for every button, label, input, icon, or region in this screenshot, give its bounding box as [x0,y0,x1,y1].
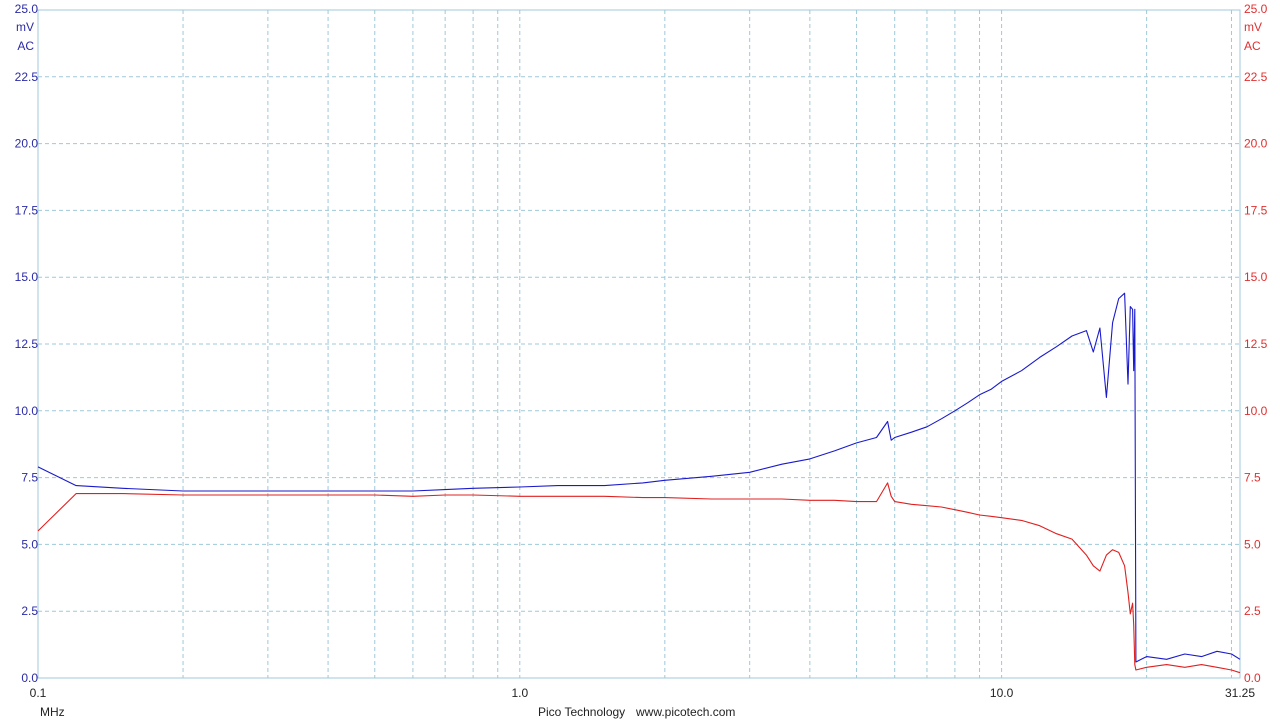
left-axis-tick-label: 0.0 [21,671,38,685]
right-y-axis: 25.0 mV AC 0.0 2.5 5.0 7.5 10.0 12.5 15.0 17.5 2… [1244,2,1268,685]
left-axis-tick-label: 15.0 [15,270,39,284]
right-axis-tick-label: 22.5 [1244,70,1268,84]
x-axis-tick-label: 1.0 [511,686,528,700]
x-axis-tick-label: 10.0 [990,686,1014,700]
footer-brand: Pico Technology [538,705,625,719]
left-axis-tick-label: 12.5 [15,337,39,351]
right-axis-tick-label: 0.0 [1244,671,1261,685]
left-axis-tick-label: 22.5 [15,70,39,84]
left-y-axis: 25.0 mV AC 0.0 2.5 5.0 7.5 10.0 12.5 15.0 17.5 2… [15,2,39,685]
right-axis-tick-label: 10.0 [1244,404,1268,418]
chart-grid [37,9,1241,679]
right-axis-tick-label: 2.5 [1244,604,1261,618]
right-axis-tick-label: 7.5 [1244,471,1261,485]
left-axis-tick-label: 2.5 [21,604,38,618]
left-axis-tick-label: 17.5 [15,203,39,217]
footer-website: www.picotech.com [635,705,735,719]
left-axis-coupling: AC [17,39,34,53]
plot-frame [37,9,1241,679]
left-axis-tick-label: 10.0 [15,404,39,418]
series-line-1 [37,292,1241,663]
right-axis-tick-label: 20.0 [1244,137,1268,151]
right-axis-tick-label: 5.0 [1244,537,1261,551]
right-axis-coupling: AC [1244,39,1261,53]
right-axis-max-label: 25.0 [1244,2,1268,16]
right-axis-tick-label: 15.0 [1244,270,1268,284]
left-axis-tick-label: 7.5 [21,471,38,485]
x-axis-tick-label: 31.25 [1225,686,1255,700]
left-axis-unit: mV [16,20,34,34]
x-axis: 0.1 1.0 10.0 31.25 [30,686,1256,700]
trace-layer [37,292,1241,674]
right-axis-unit: mV [1244,20,1262,34]
left-axis-tick-label: 5.0 [21,537,38,551]
right-axis-tick-label: 17.5 [1244,203,1268,217]
right-axis-tick-label: 12.5 [1244,337,1268,351]
series-line-2 [37,482,1241,674]
x-axis-unit: MHz [40,705,65,719]
left-axis-max-label: 25.0 [15,2,39,16]
x-axis-tick-label: 0.1 [30,686,47,700]
left-axis-tick-label: 20.0 [15,137,39,151]
